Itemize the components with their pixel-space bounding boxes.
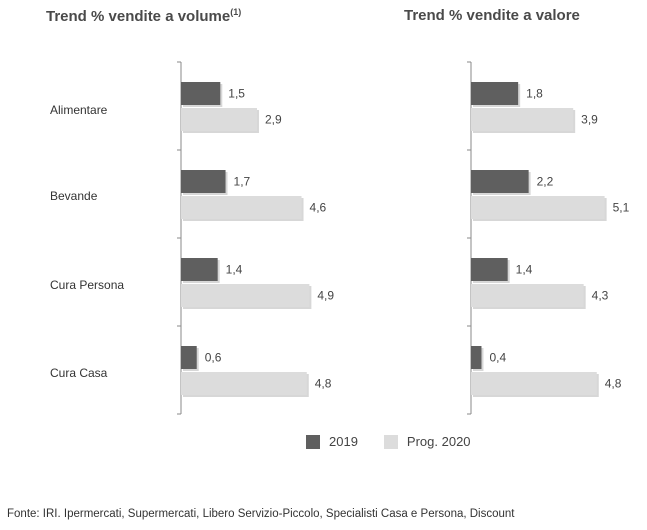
data-label: 0,6 bbox=[205, 351, 222, 365]
data-label: 4,8 bbox=[315, 377, 332, 391]
bar-2019-3 bbox=[471, 346, 482, 369]
data-label: 0,4 bbox=[489, 351, 506, 365]
category-label-alimentare: Alimentare bbox=[50, 103, 108, 117]
category-label-bevande: Bevande bbox=[50, 189, 98, 203]
data-label: 1,4 bbox=[516, 263, 533, 277]
data-label: 5,1 bbox=[613, 201, 630, 215]
source-note: Fonte: IRI. Ipermercati, Supermercati, L… bbox=[7, 508, 515, 520]
data-label: 1,8 bbox=[526, 87, 543, 101]
data-label: 1,7 bbox=[234, 175, 251, 189]
bar-2019-1 bbox=[181, 170, 226, 193]
category-label-cura-persona: Cura Persona bbox=[50, 278, 125, 292]
legend-item-2020: Prog. 2020 bbox=[383, 434, 471, 449]
bar-prog-2020-0 bbox=[471, 108, 574, 131]
bar-2019-0 bbox=[181, 82, 221, 105]
bar-prog-2020-2 bbox=[181, 284, 310, 307]
bar-2019-0 bbox=[471, 82, 519, 105]
bar-prog-2020-3 bbox=[181, 372, 307, 395]
data-label: 1,5 bbox=[228, 87, 245, 101]
category-label-cura-casa: Cura Casa bbox=[50, 366, 108, 380]
legend: 2019 Prog. 2020 bbox=[306, 434, 497, 449]
legend-item-2019: 2019 bbox=[306, 434, 358, 449]
data-label: 2,9 bbox=[265, 113, 282, 127]
data-label: 4,3 bbox=[592, 289, 609, 303]
bar-2019-3 bbox=[181, 346, 197, 369]
legend-swatch-2019 bbox=[306, 434, 320, 449]
chart-title-volume: Trend % vendite a volume(1) bbox=[46, 7, 242, 25]
legend-swatch-2020 bbox=[383, 434, 398, 449]
bar-prog-2020-0 bbox=[181, 108, 257, 131]
data-label: 2,2 bbox=[537, 175, 554, 189]
legend-label-2020: Prog. 2020 bbox=[406, 434, 471, 449]
bar-prog-2020-3 bbox=[471, 372, 597, 395]
bar-prog-2020-1 bbox=[471, 196, 605, 219]
data-label: 4,8 bbox=[605, 377, 622, 391]
bar-prog-2020-2 bbox=[471, 284, 584, 307]
bar-2019-2 bbox=[471, 258, 508, 281]
bar-2019-2 bbox=[181, 258, 218, 281]
bar-prog-2020-1 bbox=[181, 196, 302, 219]
legend-label-2019: 2019 bbox=[329, 434, 358, 449]
bar-2019-1 bbox=[471, 170, 529, 193]
data-label: 1,4 bbox=[226, 263, 243, 277]
chart-title-valore: Trend % vendite a valore bbox=[404, 7, 580, 24]
data-label: 4,6 bbox=[310, 201, 327, 215]
data-label: 4,9 bbox=[317, 289, 334, 303]
data-label: 3,9 bbox=[581, 113, 598, 127]
